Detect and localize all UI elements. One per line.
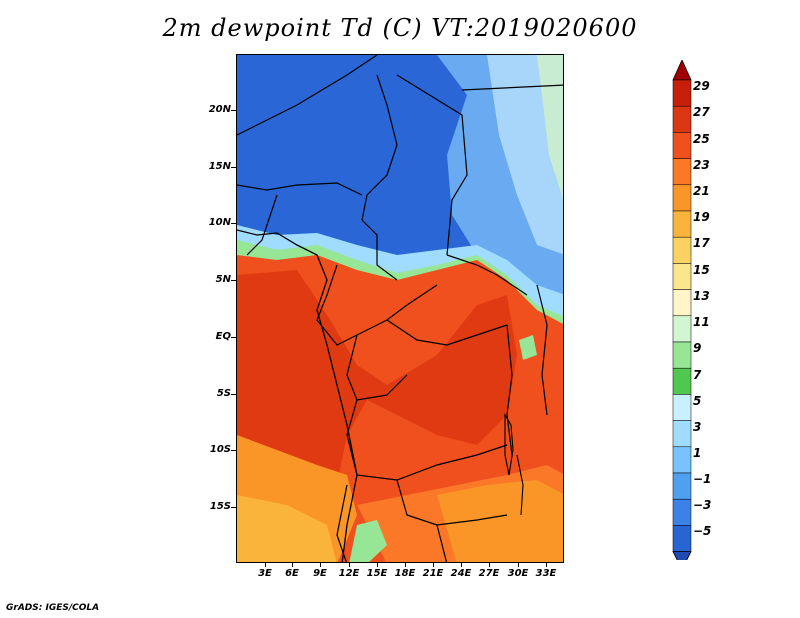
lat-tick	[231, 450, 236, 451]
colorbar-segment	[672, 263, 692, 290]
lon-label-27e: 27E	[478, 568, 500, 579]
colorbar-label: 9	[693, 341, 702, 355]
colorbar-segment	[672, 525, 692, 552]
colorbar-segment	[672, 472, 692, 500]
lon-tick	[292, 563, 293, 567]
lat-tick	[231, 167, 236, 168]
colorbar-label: −1	[693, 472, 712, 486]
lon-tick	[546, 563, 547, 567]
colorbar-label: 11	[693, 315, 710, 329]
lon-label-3e: 3E	[258, 568, 272, 579]
lat-label-15n: 15N	[208, 161, 231, 172]
colorbar-label: 17	[693, 236, 710, 250]
colorbar-label: −3	[693, 498, 712, 512]
lat-tick	[231, 507, 236, 508]
lon-label-21e: 21E	[422, 568, 444, 579]
colorbar-label: 13	[693, 289, 710, 303]
lon-label-9e: 9E	[313, 568, 327, 579]
colorbar-segment	[672, 158, 692, 186]
colorbar-segment	[672, 184, 692, 212]
lat-label-10s: 10S	[209, 444, 231, 455]
colorbar-segment	[672, 420, 692, 448]
lat-label-5n: 5N	[215, 274, 231, 285]
lon-label-12e: 12E	[338, 568, 360, 579]
lon-tick	[265, 563, 266, 567]
lat-tick	[231, 280, 236, 281]
map-panel	[236, 54, 564, 563]
colorbar-segment	[672, 341, 692, 369]
lat-label-eq: EQ	[215, 331, 231, 342]
lon-tick	[489, 563, 490, 567]
colorbar-segment	[672, 446, 692, 474]
colorbar-label: 7	[693, 368, 702, 382]
colorbar-segment	[672, 236, 692, 264]
colorbar-segment	[672, 105, 692, 133]
lat-tick	[231, 337, 236, 338]
lon-tick	[518, 563, 519, 567]
lat-label-15s: 15S	[209, 501, 231, 512]
lon-tick	[461, 563, 462, 567]
colorbar-segment	[672, 289, 692, 317]
lon-tick	[349, 563, 350, 567]
lat-label-20n: 20N	[208, 104, 231, 115]
colorbar-segment	[672, 498, 692, 526]
colorbar-segment	[672, 315, 692, 343]
colorbar-label: 27	[693, 105, 710, 119]
map-title: 2m dewpoint Td (C) VT:2019020600	[162, 14, 638, 42]
colorbar-label: −5	[693, 524, 712, 538]
colorbar-label: 15	[693, 263, 710, 277]
colorbar-arrow-bottom	[672, 551, 692, 560]
coastline	[237, 229, 358, 562]
lat-label-10n: 10N	[208, 217, 231, 228]
lon-label-15e: 15E	[366, 568, 388, 579]
colorbar-label: 19	[693, 210, 710, 224]
lon-label-6e: 6E	[285, 568, 299, 579]
lon-label-33e: 33E	[535, 568, 557, 579]
colorbar-label: 1	[693, 446, 702, 460]
colorbar-label: 21	[693, 184, 710, 198]
lon-label-30e: 30E	[507, 568, 529, 579]
colorbar-label: 25	[693, 132, 710, 146]
lon-tick	[405, 563, 406, 567]
colorbar-label: 23	[693, 158, 710, 172]
lon-label-18e: 18E	[394, 568, 416, 579]
colorbar-label: 29	[693, 79, 710, 93]
lon-tick	[320, 563, 321, 567]
colorbar-label: 3	[693, 420, 702, 434]
lon-label-24e: 24E	[450, 568, 472, 579]
colorbar-segment	[672, 367, 692, 395]
lat-label-5s: 5S	[216, 388, 231, 399]
colorbar-segment	[672, 394, 692, 421]
colorbar	[672, 60, 692, 560]
lat-tick	[231, 394, 236, 395]
country-borders	[237, 55, 563, 562]
lat-tick	[231, 223, 236, 224]
lat-tick	[231, 110, 236, 111]
lon-tick	[377, 563, 378, 567]
lon-tick	[433, 563, 434, 567]
colorbar-label: 5	[693, 394, 702, 408]
colorbar-segment	[672, 79, 692, 107]
colorbar-segment	[672, 210, 692, 238]
footer-credit: GrADS: IGES/COLA	[6, 603, 100, 613]
dewpoint-field	[237, 55, 563, 562]
colorbar-arrow-top	[672, 60, 692, 81]
colorbar-segment	[672, 132, 692, 159]
